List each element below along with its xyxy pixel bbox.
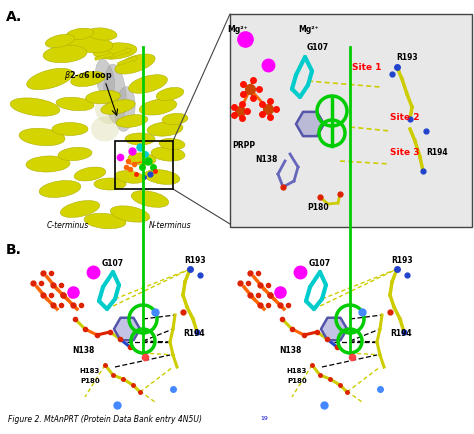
Ellipse shape — [159, 139, 185, 150]
Ellipse shape — [128, 154, 156, 166]
Ellipse shape — [43, 46, 87, 63]
Text: G107: G107 — [309, 258, 331, 267]
Text: Site 2: Site 2 — [390, 113, 419, 122]
Text: R194: R194 — [183, 328, 205, 337]
Polygon shape — [321, 318, 347, 341]
Ellipse shape — [67, 36, 113, 53]
Ellipse shape — [147, 122, 183, 137]
Polygon shape — [114, 318, 140, 341]
FancyArrow shape — [118, 57, 138, 66]
Ellipse shape — [60, 201, 100, 218]
Text: A.: A. — [6, 10, 22, 24]
Text: H183: H183 — [287, 367, 307, 373]
Text: G107: G107 — [307, 43, 329, 52]
Polygon shape — [296, 112, 324, 137]
Ellipse shape — [87, 29, 117, 41]
Ellipse shape — [95, 60, 115, 99]
FancyArrow shape — [95, 53, 114, 61]
Ellipse shape — [71, 72, 105, 87]
Ellipse shape — [56, 98, 94, 112]
Ellipse shape — [93, 44, 137, 60]
Ellipse shape — [58, 148, 92, 161]
Ellipse shape — [162, 114, 188, 125]
Ellipse shape — [66, 29, 94, 41]
Text: R194: R194 — [426, 148, 447, 157]
Text: N138: N138 — [255, 155, 278, 164]
Ellipse shape — [52, 123, 88, 136]
Ellipse shape — [95, 95, 125, 125]
Ellipse shape — [27, 69, 73, 90]
Ellipse shape — [110, 206, 150, 223]
Ellipse shape — [26, 157, 70, 173]
Ellipse shape — [104, 65, 126, 125]
Ellipse shape — [86, 91, 120, 105]
Text: G107: G107 — [102, 258, 124, 267]
Text: R193: R193 — [391, 256, 413, 264]
Ellipse shape — [128, 76, 167, 94]
Ellipse shape — [156, 88, 184, 101]
Ellipse shape — [74, 168, 106, 181]
Text: Figure 2. MtAnPRT (Protein Data Bank entry 4N5U): Figure 2. MtAnPRT (Protein Data Bank ent… — [8, 414, 202, 423]
Ellipse shape — [19, 129, 65, 146]
Ellipse shape — [115, 87, 135, 132]
Text: 19: 19 — [260, 415, 268, 420]
Ellipse shape — [101, 100, 135, 115]
Ellipse shape — [151, 148, 185, 162]
Text: R193: R193 — [396, 53, 418, 62]
Ellipse shape — [84, 214, 126, 229]
Ellipse shape — [139, 100, 177, 116]
Ellipse shape — [115, 55, 155, 75]
Text: Mg²⁺: Mg²⁺ — [228, 25, 248, 34]
Ellipse shape — [115, 171, 145, 184]
Ellipse shape — [39, 181, 81, 198]
Text: N138: N138 — [279, 345, 301, 354]
Ellipse shape — [46, 35, 75, 49]
Ellipse shape — [116, 115, 148, 128]
Text: Site 3: Site 3 — [390, 148, 419, 157]
Ellipse shape — [125, 134, 155, 146]
Text: P180: P180 — [80, 377, 100, 383]
Text: C-terminus: C-terminus — [47, 220, 89, 230]
Ellipse shape — [91, 117, 119, 142]
Text: Site 1: Site 1 — [352, 63, 382, 72]
Text: PRPP: PRPP — [232, 141, 255, 150]
Ellipse shape — [131, 191, 169, 208]
Text: R193: R193 — [184, 256, 206, 264]
Bar — [230, 15, 472, 227]
Ellipse shape — [94, 178, 126, 191]
Text: P180: P180 — [287, 377, 307, 383]
Text: N-terminus: N-terminus — [149, 220, 191, 230]
Text: H183: H183 — [80, 367, 100, 373]
Text: $\beta$2-$\alpha$6 loop: $\beta$2-$\alpha$6 loop — [64, 68, 112, 81]
Text: P180: P180 — [307, 203, 329, 211]
FancyArrow shape — [109, 49, 132, 59]
Bar — [115, 141, 173, 190]
Text: R194: R194 — [390, 328, 411, 337]
Text: Mg²⁺: Mg²⁺ — [298, 25, 319, 34]
Ellipse shape — [10, 99, 60, 117]
Text: N138: N138 — [72, 345, 94, 354]
Text: B.: B. — [6, 243, 22, 256]
Ellipse shape — [144, 170, 180, 185]
